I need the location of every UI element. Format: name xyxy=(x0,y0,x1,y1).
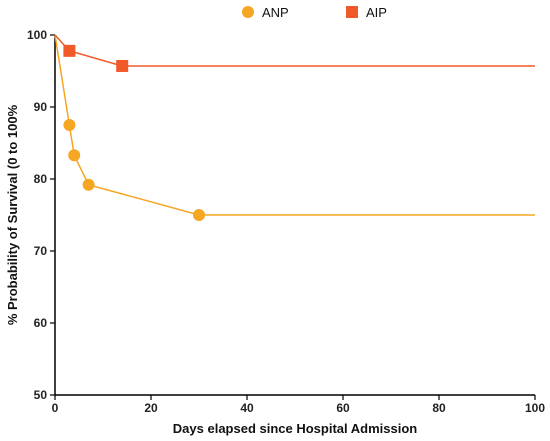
anp-data-point xyxy=(193,209,205,221)
y-axis-title: % Probability of Survival (0 to 100% xyxy=(5,104,20,325)
aip-series-line xyxy=(54,34,535,67)
aip-data-point xyxy=(116,59,129,72)
x-tick-label: 60 xyxy=(336,401,350,415)
legend: ANP AIP xyxy=(242,5,387,20)
y-tick-label: 60 xyxy=(34,316,48,330)
legend-marker-aip xyxy=(346,6,358,18)
anp-data-point xyxy=(82,178,95,191)
y-tick-label: 50 xyxy=(34,388,48,402)
legend-label-anp: ANP xyxy=(262,5,289,20)
y-tick-label: 90 xyxy=(34,100,48,114)
y-tick-label: 80 xyxy=(34,172,48,186)
x-tick-label: 0 xyxy=(52,401,59,415)
legend-label-aip: AIP xyxy=(366,5,387,20)
x-tick-label: 40 xyxy=(240,401,254,415)
aip-data-point xyxy=(63,44,76,57)
x-tick-label: 80 xyxy=(432,401,446,415)
x-tick-label: 20 xyxy=(144,401,158,415)
x-tick-label: 100 xyxy=(525,401,545,415)
x-axis-title: Days elapsed since Hospital Admission xyxy=(173,421,417,436)
anp-data-point xyxy=(68,149,81,162)
y-tick-label: 100 xyxy=(27,28,47,42)
anp-data-point xyxy=(63,119,76,131)
anp-series-line xyxy=(54,34,535,216)
series-layer xyxy=(54,34,535,221)
axes: 0 20 40 60 80 100 50 60 70 80 90 100 xyxy=(27,28,545,415)
y-tick-label: 70 xyxy=(34,244,48,258)
legend-marker-anp xyxy=(242,6,254,18)
